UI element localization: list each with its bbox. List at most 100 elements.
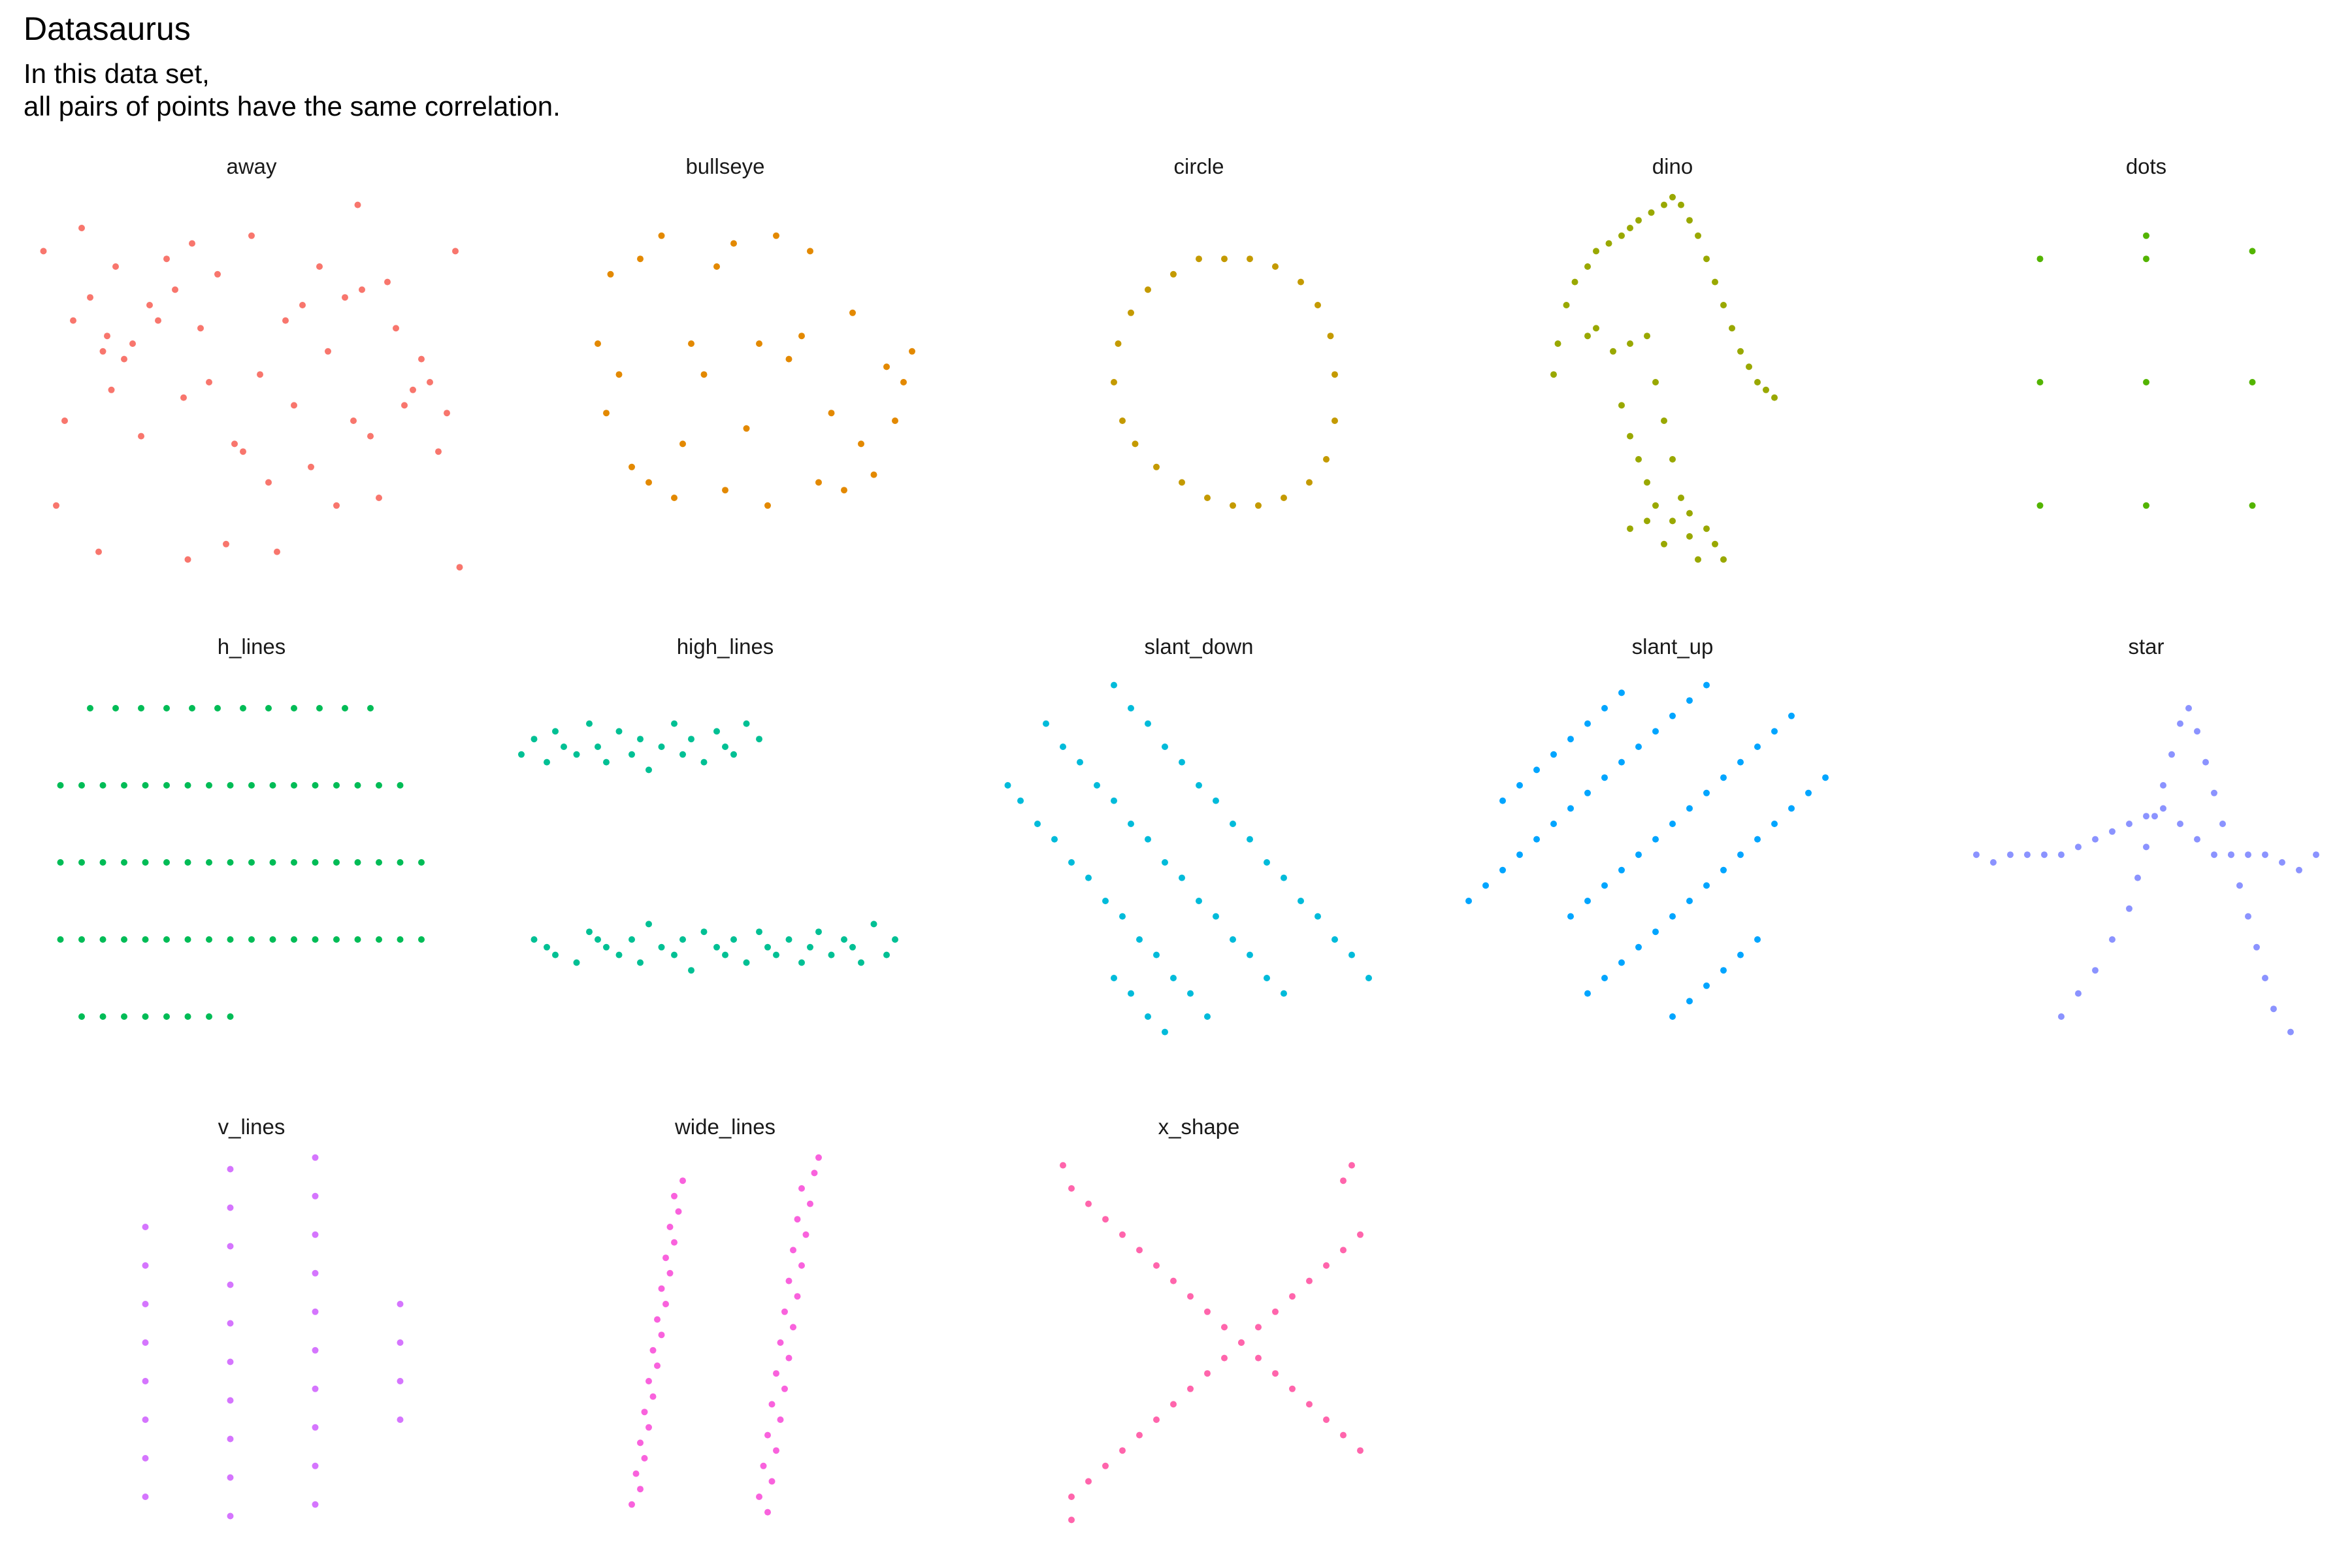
point-x_shape-34 — [1340, 1247, 1347, 1254]
point-away-24 — [223, 540, 229, 547]
point-wide_lines-10 — [679, 1177, 686, 1184]
point-bullseye-16 — [756, 340, 762, 347]
point-star-16 — [2245, 851, 2251, 858]
point-dino-5 — [1593, 248, 1599, 255]
point-away-26 — [240, 448, 246, 455]
point-dino-25 — [1584, 333, 1591, 340]
point-h_lines-33 — [206, 859, 212, 866]
point-slant_down-46 — [1145, 1013, 1151, 1020]
point-away-30 — [274, 548, 280, 555]
point-high_lines-52 — [713, 728, 720, 735]
point-h_lines-59 — [376, 782, 382, 789]
point-high_lines-26 — [815, 928, 822, 936]
point-star-35 — [2211, 789, 2217, 796]
point-star-25 — [2126, 905, 2132, 912]
point-h_lines-38 — [312, 859, 319, 866]
point-h_lines-14 — [184, 936, 191, 943]
point-dino-31 — [1661, 417, 1667, 424]
point-dino-12 — [1669, 193, 1676, 201]
facet-away: away — [40, 154, 463, 571]
point-high_lines-55 — [743, 720, 750, 727]
point-bullseye-6 — [645, 479, 652, 486]
point-slant_down-21 — [1179, 874, 1185, 881]
facet-high_lines: high_lines — [518, 634, 898, 974]
point-h_lines-51 — [206, 782, 212, 789]
point-star-10 — [2143, 813, 2149, 820]
point-slant_up-44 — [1703, 882, 1710, 889]
point-high_lines-4 — [586, 928, 593, 936]
point-slant_down-20 — [1162, 859, 1168, 866]
point-wide_lines-37 — [768, 1401, 776, 1408]
point-bullseye-20 — [798, 333, 805, 340]
point-v_lines-21 — [312, 1385, 319, 1392]
point-away-11 — [121, 355, 127, 363]
point-h_lines-44 — [57, 782, 64, 789]
point-high_lines-46 — [645, 766, 652, 774]
point-slant_up-52 — [1669, 1013, 1676, 1020]
point-h_lines-41 — [376, 859, 382, 866]
point-star-24 — [2109, 936, 2115, 943]
point-away-29 — [265, 479, 272, 486]
point-wide_lines-24 — [773, 1447, 779, 1454]
point-wide_lines-45 — [815, 1154, 822, 1161]
point-dots-4 — [2143, 255, 2149, 263]
point-circle-11 — [1221, 255, 1228, 263]
point-star-12 — [2177, 821, 2183, 827]
point-slant_up-47 — [1754, 836, 1761, 843]
point-star-23 — [2092, 967, 2099, 974]
point-slant_down-11 — [1187, 990, 1194, 997]
point-away-40 — [354, 201, 361, 208]
point-bullseye-29 — [892, 417, 898, 424]
point-dino-24 — [1771, 394, 1778, 401]
point-wide_lines-2 — [645, 1424, 652, 1431]
point-star-14 — [2211, 851, 2217, 858]
point-x_shape-16 — [1340, 1431, 1347, 1439]
point-wide_lines-14 — [641, 1409, 648, 1416]
point-h_lines-5 — [184, 1013, 191, 1020]
point-h_lines-72 — [367, 705, 374, 711]
point-x_shape-38 — [1068, 1516, 1075, 1524]
point-dots-1 — [2036, 379, 2044, 385]
point-dots-6 — [2143, 502, 2149, 509]
point-dino-11 — [1661, 201, 1667, 208]
point-h_lines-42 — [397, 859, 404, 866]
point-x_shape-32 — [1306, 1277, 1313, 1284]
point-slant_down-5 — [1085, 874, 1092, 881]
point-slant_up-20 — [1584, 720, 1591, 727]
point-wide_lines-9 — [675, 1208, 682, 1215]
point-x_shape-26 — [1204, 1370, 1211, 1377]
point-star-37 — [2228, 851, 2234, 858]
point-away-47 — [410, 386, 416, 393]
point-wide_lines-43 — [794, 1216, 801, 1223]
point-high_lines-11 — [658, 943, 665, 951]
point-circle-22 — [1331, 417, 1338, 424]
point-slant_up-9 — [1618, 759, 1625, 766]
point-h_lines-63 — [138, 705, 144, 711]
point-circle-3 — [1128, 309, 1134, 316]
point-bullseye-19 — [785, 355, 792, 363]
point-dino-48 — [1720, 556, 1727, 563]
facet-title-wide_lines: wide_lines — [674, 1115, 776, 1139]
point-h_lines-34 — [227, 859, 234, 866]
point-dots-2 — [2036, 502, 2044, 509]
facet-title-dots: dots — [2126, 154, 2166, 178]
point-circle-23 — [1331, 371, 1338, 378]
point-dino-17 — [1712, 278, 1718, 286]
point-star-18 — [2279, 859, 2285, 866]
point-away-34 — [308, 463, 314, 470]
point-x_shape-9 — [1221, 1324, 1228, 1331]
point-bullseye-7 — [658, 232, 665, 239]
point-star-13 — [2194, 836, 2200, 843]
point-high_lines-27 — [828, 951, 835, 958]
point-high_lines-47 — [658, 743, 665, 750]
point-x_shape-4 — [1136, 1247, 1143, 1254]
point-wide_lines-33 — [811, 1169, 818, 1177]
point-slant_up-32 — [1720, 774, 1727, 781]
point-v_lines-20 — [312, 1424, 319, 1431]
point-slant_up-10 — [1635, 743, 1642, 750]
point-wide_lines-22 — [764, 1509, 771, 1516]
point-wide_lines-41 — [785, 1277, 792, 1284]
point-dino-14 — [1686, 217, 1693, 224]
point-star-42 — [2270, 1005, 2277, 1013]
point-slant_up-11 — [1652, 728, 1659, 735]
